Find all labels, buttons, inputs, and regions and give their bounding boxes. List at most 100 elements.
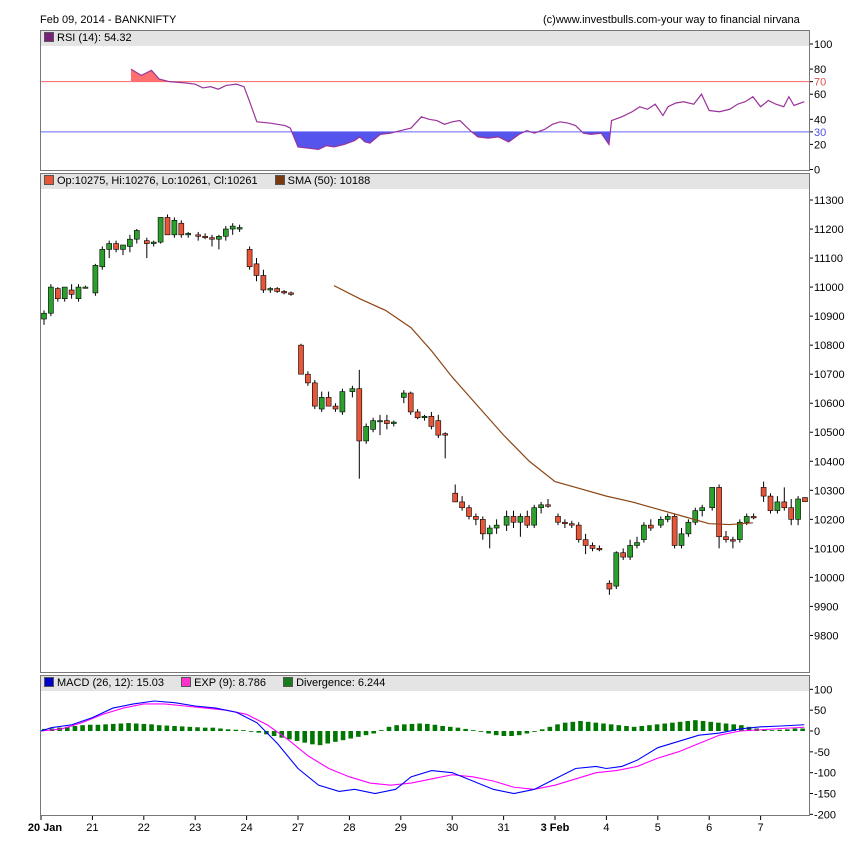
price-y-tick: 10000 bbox=[814, 572, 845, 584]
candle-body bbox=[339, 391, 346, 413]
divergence-bar bbox=[723, 723, 729, 731]
macd-legend: MACD (26, 12): 15.03 EXP (9): 8.786 Dive… bbox=[41, 676, 809, 691]
divergence-bar bbox=[195, 727, 200, 731]
candle-body bbox=[479, 519, 486, 535]
divergence-bar bbox=[64, 726, 70, 731]
candle-body bbox=[164, 217, 171, 236]
divergence-bar bbox=[179, 726, 185, 731]
candle-body bbox=[113, 243, 119, 250]
macd-y-tick: -50 bbox=[814, 747, 830, 759]
x-axis-label: 21 bbox=[86, 822, 98, 834]
divergence-bar bbox=[409, 723, 415, 731]
macd-y-tick: 100 bbox=[814, 684, 832, 696]
divergence-bar bbox=[402, 724, 407, 731]
divergence-bar bbox=[348, 731, 353, 739]
divergence-bar bbox=[447, 726, 453, 731]
rsi-y-tick: 20 bbox=[814, 139, 826, 151]
divergence-bar bbox=[371, 731, 376, 734]
candle-body bbox=[671, 516, 678, 546]
candle-body bbox=[370, 420, 376, 430]
candle-body bbox=[736, 521, 743, 540]
candle-body bbox=[305, 373, 311, 384]
candle-body bbox=[709, 487, 716, 509]
x-axis-label: 27 bbox=[292, 822, 304, 834]
divergence-bar bbox=[202, 727, 208, 731]
divergence-bar bbox=[539, 729, 545, 731]
rsi-y-tick: 0 bbox=[814, 165, 820, 177]
candle-body bbox=[400, 392, 407, 398]
divergence-bar bbox=[294, 731, 300, 742]
candle-body bbox=[802, 497, 808, 502]
ohlc-legend-label: Op:10275, Hi:10276, Lo:10261, Cl:10261 bbox=[57, 175, 258, 187]
divergence-bar bbox=[516, 731, 522, 736]
divergence-bar bbox=[287, 731, 292, 740]
rsi-y-tick: 70 bbox=[814, 77, 826, 89]
candle-body bbox=[281, 291, 287, 294]
x-axis-label: 22 bbox=[138, 822, 150, 834]
candle-body bbox=[202, 235, 208, 239]
candle-body bbox=[414, 411, 421, 419]
candle-body bbox=[524, 516, 531, 526]
rsi-line bbox=[130, 68, 805, 151]
candle-body bbox=[356, 388, 363, 442]
divergence-bar bbox=[486, 731, 491, 734]
candle-body bbox=[517, 516, 524, 523]
divergence-bar bbox=[164, 725, 170, 731]
candle-body bbox=[311, 382, 318, 407]
candle-body bbox=[538, 504, 544, 509]
price-y-tick: 11000 bbox=[814, 282, 844, 294]
divergence-bar bbox=[731, 724, 736, 731]
divergence-bar bbox=[762, 729, 767, 731]
candle-body bbox=[144, 240, 150, 244]
candle-body bbox=[209, 237, 215, 240]
candle-body bbox=[774, 501, 781, 511]
candle-body bbox=[723, 536, 729, 540]
divergence-bar bbox=[279, 731, 285, 738]
candle-body bbox=[716, 487, 722, 538]
divergence-swatch-icon bbox=[283, 677, 294, 688]
copyright-text: (c)www.investbulls.com-your way to finan… bbox=[543, 14, 800, 26]
candle-body bbox=[99, 249, 106, 268]
candle-body bbox=[274, 288, 281, 292]
price-y-tick: 10500 bbox=[814, 427, 845, 439]
divergence-bar bbox=[601, 723, 606, 731]
candle-body bbox=[503, 516, 510, 526]
rsi-swatch-icon bbox=[44, 32, 54, 43]
candle-body bbox=[48, 286, 54, 314]
divergence-bar bbox=[624, 725, 629, 731]
candle-body bbox=[390, 421, 397, 424]
candle-body bbox=[171, 220, 178, 236]
divergence-bar bbox=[555, 724, 560, 731]
candle-body bbox=[575, 524, 582, 540]
divergence-bar bbox=[363, 731, 369, 736]
price-y-tick: 9800 bbox=[814, 630, 838, 642]
candle-body bbox=[363, 426, 370, 442]
divergence-bar bbox=[225, 729, 231, 731]
macd-y-tick: -200 bbox=[814, 809, 836, 821]
price-y-tick: 11200 bbox=[814, 224, 844, 236]
divergence-bar bbox=[670, 722, 675, 731]
divergence-bar bbox=[739, 725, 744, 731]
divergence-bar bbox=[80, 725, 85, 731]
divergence-bar bbox=[470, 730, 476, 731]
divergence-bar bbox=[126, 723, 131, 731]
divergence-bar bbox=[386, 726, 392, 731]
candle-body bbox=[407, 392, 414, 413]
chart-date-symbol: Feb 09, 2014 - BANKNIFTY bbox=[40, 14, 177, 26]
price-y-tick: 11100 bbox=[814, 253, 843, 265]
x-axis-label: 31 bbox=[497, 822, 509, 834]
sma-line bbox=[333, 285, 753, 526]
divergence-bar bbox=[103, 724, 108, 731]
ohlc-swatch-icon bbox=[44, 175, 54, 186]
candle-body bbox=[384, 420, 390, 424]
price-y-tick: 9900 bbox=[814, 601, 838, 613]
candle-body bbox=[75, 286, 82, 300]
candle-body bbox=[421, 415, 428, 419]
divergence-bar bbox=[777, 729, 782, 731]
x-axis-label: 29 bbox=[395, 822, 407, 834]
divergence-bar bbox=[677, 721, 683, 731]
x-axis-label: 20 Jan bbox=[28, 822, 63, 834]
candle-body bbox=[442, 433, 449, 436]
divergence-bar bbox=[440, 725, 445, 731]
